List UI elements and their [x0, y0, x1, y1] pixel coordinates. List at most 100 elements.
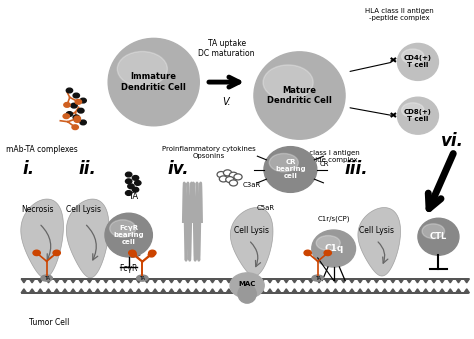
Polygon shape — [37, 279, 43, 283]
Polygon shape — [316, 279, 322, 283]
Ellipse shape — [418, 218, 459, 255]
Circle shape — [66, 88, 73, 93]
Circle shape — [74, 118, 81, 122]
Text: CR
bearing
cell: CR bearing cell — [275, 160, 306, 179]
Text: CTL: CTL — [430, 232, 447, 241]
Polygon shape — [29, 279, 35, 283]
Polygon shape — [62, 279, 68, 283]
Polygon shape — [62, 289, 68, 293]
Polygon shape — [333, 279, 338, 283]
Polygon shape — [161, 289, 166, 293]
Ellipse shape — [238, 285, 256, 303]
Polygon shape — [111, 289, 117, 293]
Polygon shape — [177, 289, 182, 293]
Text: Cell Lysis: Cell Lysis — [359, 225, 394, 235]
Text: vi.: vi. — [441, 132, 464, 150]
Polygon shape — [447, 289, 453, 293]
Polygon shape — [251, 289, 256, 293]
Polygon shape — [128, 279, 133, 283]
Circle shape — [73, 93, 80, 98]
Polygon shape — [283, 279, 289, 283]
Ellipse shape — [312, 275, 323, 281]
Circle shape — [66, 112, 73, 116]
Polygon shape — [95, 279, 100, 283]
Polygon shape — [128, 289, 133, 293]
Polygon shape — [210, 279, 215, 283]
Polygon shape — [325, 289, 330, 293]
PathPatch shape — [230, 207, 273, 276]
Polygon shape — [37, 289, 43, 293]
Circle shape — [149, 250, 156, 256]
Polygon shape — [423, 289, 428, 293]
Polygon shape — [316, 289, 322, 293]
Circle shape — [126, 172, 132, 177]
Polygon shape — [415, 289, 420, 293]
Polygon shape — [144, 289, 150, 293]
Polygon shape — [161, 279, 166, 283]
Polygon shape — [259, 289, 264, 293]
Polygon shape — [382, 279, 387, 283]
Polygon shape — [365, 279, 371, 283]
Polygon shape — [46, 289, 51, 293]
Ellipse shape — [254, 52, 345, 139]
Polygon shape — [374, 279, 379, 283]
Circle shape — [128, 184, 134, 189]
Polygon shape — [456, 279, 461, 283]
Text: C3aR: C3aR — [243, 182, 261, 187]
Polygon shape — [431, 289, 437, 293]
Ellipse shape — [422, 224, 445, 239]
Circle shape — [80, 120, 86, 125]
Polygon shape — [193, 279, 199, 283]
Polygon shape — [218, 289, 223, 293]
Polygon shape — [103, 279, 109, 283]
Circle shape — [229, 180, 237, 186]
Polygon shape — [210, 289, 215, 293]
Polygon shape — [119, 279, 125, 283]
Text: TA: TA — [128, 192, 138, 201]
Polygon shape — [152, 289, 158, 293]
Polygon shape — [423, 279, 428, 283]
Polygon shape — [226, 279, 232, 283]
Polygon shape — [390, 289, 396, 293]
Polygon shape — [292, 279, 297, 283]
Text: TA: TA — [139, 276, 146, 281]
Ellipse shape — [263, 65, 313, 100]
Polygon shape — [390, 279, 396, 283]
Polygon shape — [185, 279, 191, 283]
Polygon shape — [103, 289, 109, 293]
Circle shape — [33, 250, 40, 256]
Text: mAb-TA complexes: mAb-TA complexes — [6, 145, 78, 154]
Text: CD8(+)
T cell: CD8(+) T cell — [404, 109, 432, 122]
Circle shape — [126, 179, 132, 184]
Polygon shape — [439, 279, 445, 283]
Circle shape — [72, 125, 78, 129]
Polygon shape — [275, 289, 281, 293]
Polygon shape — [177, 279, 182, 283]
Text: iv.: iv. — [168, 160, 190, 179]
PathPatch shape — [66, 199, 109, 278]
Polygon shape — [333, 289, 338, 293]
Circle shape — [74, 116, 81, 121]
Polygon shape — [365, 289, 371, 293]
Text: Tumor Cell: Tumor Cell — [29, 318, 69, 327]
Polygon shape — [193, 289, 199, 293]
Text: Proinflammatory cytokines
Opsonins: Proinflammatory cytokines Opsonins — [162, 146, 255, 159]
Circle shape — [53, 250, 60, 256]
Polygon shape — [87, 279, 92, 283]
Polygon shape — [382, 289, 387, 293]
Polygon shape — [275, 279, 281, 283]
Text: iii.: iii. — [345, 160, 368, 179]
Circle shape — [78, 108, 84, 113]
Circle shape — [304, 250, 311, 256]
Polygon shape — [464, 279, 469, 283]
Circle shape — [324, 250, 331, 256]
Text: HLA class I antigen
-peptide complex: HLA class I antigen -peptide complex — [293, 149, 360, 163]
Polygon shape — [267, 289, 273, 293]
Text: TA: TA — [44, 276, 50, 281]
Text: FcγR: FcγR — [119, 264, 138, 273]
Polygon shape — [447, 279, 453, 283]
Polygon shape — [308, 279, 314, 283]
Text: MAC: MAC — [238, 281, 256, 287]
Polygon shape — [95, 289, 100, 293]
Polygon shape — [70, 289, 76, 293]
